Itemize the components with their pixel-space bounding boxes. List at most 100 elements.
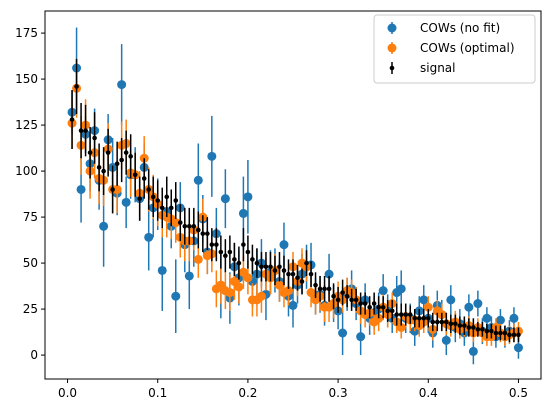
data-point bbox=[74, 84, 79, 89]
y-tick-label: 175 bbox=[15, 26, 38, 40]
data-point bbox=[263, 264, 269, 270]
data-point bbox=[344, 293, 350, 299]
data-point bbox=[110, 187, 115, 192]
data-point bbox=[396, 322, 406, 332]
data-point bbox=[448, 321, 454, 327]
data-point bbox=[502, 330, 508, 336]
legend: COWs (no fit) COWs (optimal) signal bbox=[373, 14, 536, 84]
data-point bbox=[421, 315, 427, 321]
x-tick-label: 0.0 bbox=[58, 386, 77, 400]
data-point bbox=[141, 176, 147, 181]
data-point bbox=[128, 154, 133, 159]
data-point bbox=[389, 308, 395, 314]
data-point bbox=[306, 288, 316, 298]
data-point bbox=[378, 286, 388, 296]
data-point bbox=[489, 328, 494, 334]
data-point bbox=[137, 196, 142, 201]
data-point bbox=[466, 325, 472, 330]
data-point bbox=[511, 332, 517, 338]
data-point bbox=[191, 223, 197, 229]
data-point bbox=[196, 227, 201, 233]
data-point bbox=[439, 319, 445, 325]
data-point bbox=[243, 273, 253, 283]
data-point bbox=[484, 328, 490, 334]
data-point bbox=[114, 161, 120, 167]
data-point bbox=[232, 257, 237, 262]
data-point bbox=[274, 280, 284, 290]
series-layer bbox=[67, 27, 523, 365]
data-point bbox=[272, 268, 278, 273]
data-point bbox=[245, 249, 251, 255]
data-point bbox=[324, 269, 334, 279]
data-point bbox=[209, 242, 215, 247]
x-tick-label: 0.3 bbox=[329, 386, 348, 400]
data-point bbox=[184, 271, 194, 281]
data-point bbox=[380, 304, 386, 310]
data-point bbox=[121, 197, 131, 207]
data-point bbox=[96, 165, 102, 170]
x-tick-label: 0.2 bbox=[238, 386, 257, 400]
data-point bbox=[308, 271, 314, 277]
x-tick-label: 0.1 bbox=[148, 386, 167, 400]
data-point bbox=[214, 242, 219, 247]
data-point bbox=[164, 194, 170, 200]
data-point bbox=[317, 286, 323, 292]
data-point bbox=[177, 220, 183, 225]
data-point bbox=[99, 221, 109, 231]
data-point bbox=[513, 343, 523, 353]
data-point bbox=[425, 315, 431, 321]
data-point bbox=[403, 312, 409, 317]
data-point bbox=[313, 282, 318, 288]
data-point bbox=[367, 304, 372, 310]
data-point bbox=[412, 315, 418, 321]
data-point bbox=[304, 260, 309, 266]
data-point bbox=[295, 275, 300, 281]
data-point bbox=[218, 249, 224, 255]
data-point bbox=[356, 332, 366, 342]
data-point bbox=[468, 346, 478, 356]
data-point bbox=[173, 198, 179, 203]
data-point bbox=[144, 232, 154, 242]
data-point bbox=[250, 257, 255, 262]
data-point bbox=[446, 295, 456, 305]
data-point bbox=[394, 312, 400, 317]
data-point bbox=[299, 279, 305, 284]
data-point bbox=[358, 301, 363, 306]
data-point bbox=[76, 184, 86, 194]
data-point bbox=[464, 302, 474, 312]
data-point bbox=[117, 80, 127, 90]
y-tick-label: 0 bbox=[30, 348, 38, 362]
x-tick-label: 0.5 bbox=[509, 386, 528, 400]
legend-marker-icon bbox=[387, 23, 397, 33]
data-point bbox=[457, 323, 463, 328]
legend-label-cows-no-fit: COWs (no fit) bbox=[420, 21, 500, 35]
data-point bbox=[371, 301, 377, 306]
data-point bbox=[238, 208, 248, 218]
data-point bbox=[277, 264, 282, 270]
data-point bbox=[123, 150, 129, 155]
data-point bbox=[155, 198, 161, 203]
data-point bbox=[322, 286, 327, 292]
legend-label-signal: signal bbox=[420, 61, 456, 75]
data-point bbox=[220, 194, 230, 204]
data-point bbox=[241, 242, 246, 247]
y-tick-label: 25 bbox=[23, 302, 38, 316]
data-point bbox=[225, 288, 235, 298]
data-point bbox=[159, 205, 165, 211]
data-point bbox=[259, 264, 264, 270]
y-tick-label: 50 bbox=[23, 256, 38, 270]
data-point bbox=[234, 282, 244, 292]
data-point bbox=[430, 319, 436, 325]
data-point bbox=[254, 260, 260, 266]
data-point bbox=[87, 150, 93, 155]
data-point bbox=[509, 313, 519, 323]
data-point bbox=[396, 284, 406, 294]
data-point bbox=[236, 260, 242, 266]
data-point bbox=[507, 332, 512, 338]
data-point bbox=[171, 291, 181, 301]
y-tick-label: 100 bbox=[15, 164, 38, 178]
data-point bbox=[441, 335, 451, 345]
data-point bbox=[444, 319, 449, 325]
data-point bbox=[362, 301, 368, 306]
data-point bbox=[83, 128, 88, 133]
